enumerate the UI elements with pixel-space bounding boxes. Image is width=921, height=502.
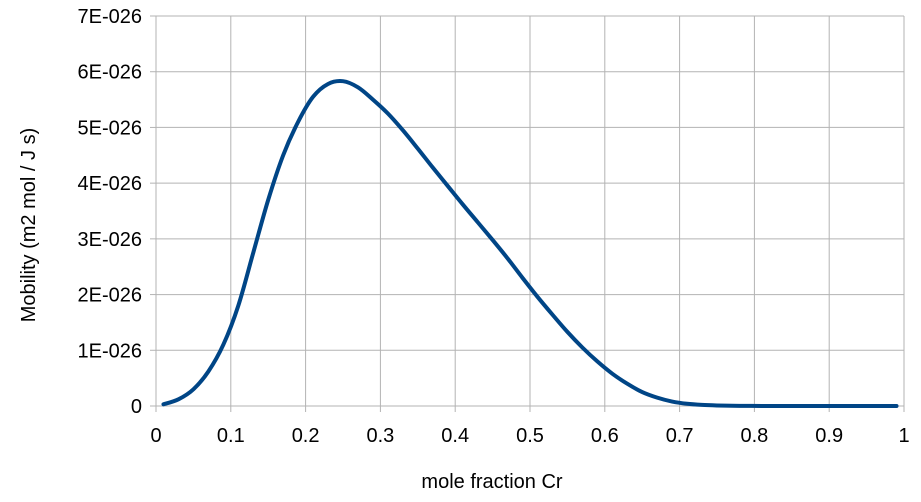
y-tick-label: 1E-026: [78, 340, 143, 362]
x-tick-label: 0.5: [516, 425, 544, 447]
y-tick-label: 3E-026: [78, 229, 143, 251]
y-tick-label: 2E-026: [78, 285, 143, 307]
y-tick-label: 0: [131, 396, 142, 418]
series-layer: [161, 79, 899, 409]
x-tick-label: 0.9: [815, 425, 843, 447]
y-tick-label: 4E-026: [78, 173, 143, 195]
y-tick-label: 5E-026: [78, 117, 143, 139]
tick-labels: 0 0.1 0.2 0.3 0.4 0.5 0.6 0.7 0.8 0.9 1 0 1E-026 2E-0…: [78, 6, 910, 447]
y-tick-label: 7E-026: [78, 6, 143, 28]
y-axis-title: Mobility (m2 mol / J s): [18, 128, 40, 322]
x-tick-label: 0.3: [366, 425, 394, 447]
x-tick-label: 0.2: [292, 425, 320, 447]
axes: [150, 15, 905, 412]
grid: [155, 15, 905, 407]
x-tick-label: 0: [150, 425, 161, 447]
x-tick-label: 0.8: [740, 425, 768, 447]
x-tick-label: 1: [898, 425, 909, 447]
x-tick-label: 0.1: [217, 425, 245, 447]
x-axis-title: mole fraction Cr: [421, 471, 562, 493]
x-tick-label: 0.4: [441, 425, 469, 447]
series-line: [161, 79, 899, 409]
x-tick-label: 0.6: [591, 425, 619, 447]
y-tick-label: 6E-026: [78, 62, 143, 84]
x-tick-label: 0.7: [666, 425, 694, 447]
